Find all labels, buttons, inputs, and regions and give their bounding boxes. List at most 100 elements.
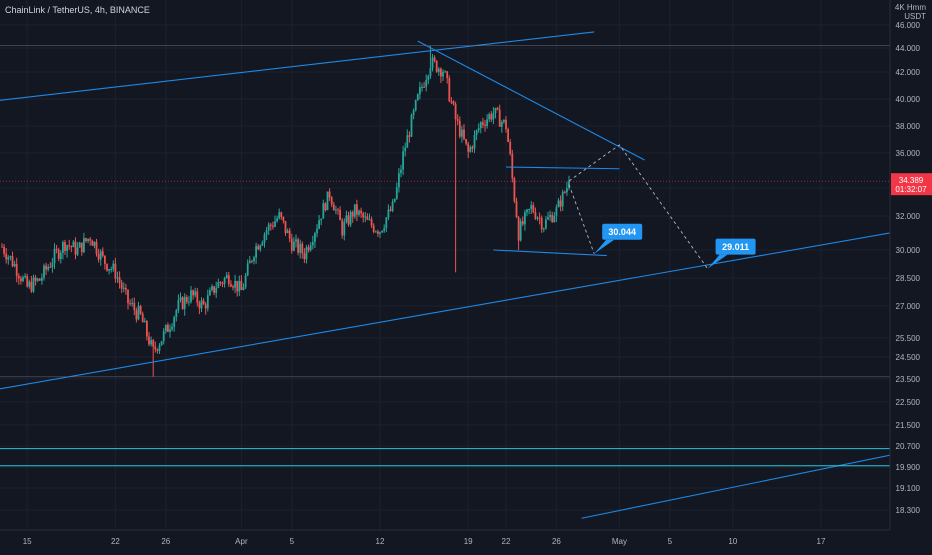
candle-body xyxy=(173,317,176,327)
candle-body xyxy=(387,209,390,218)
candle-body xyxy=(299,243,302,253)
candle-body xyxy=(484,124,486,126)
candle-body xyxy=(347,215,350,225)
candle-body xyxy=(452,101,455,105)
candle-body xyxy=(53,248,56,264)
candle-body xyxy=(284,220,287,234)
candle-body xyxy=(223,278,226,284)
candle-body xyxy=(316,228,318,234)
candle-body xyxy=(393,198,396,202)
callout-label: 29.011 xyxy=(722,242,749,252)
candle-body xyxy=(521,221,524,225)
price-tick-label: 38.000 xyxy=(896,122,921,131)
candle-body xyxy=(156,349,159,351)
candle-body xyxy=(286,230,289,234)
candle-body xyxy=(290,238,293,251)
candle-body xyxy=(345,215,348,223)
candle-body xyxy=(406,135,409,148)
trend-line xyxy=(0,229,910,390)
candle-body xyxy=(175,310,178,318)
candle-body xyxy=(171,326,173,330)
price-tick-label: 32.000 xyxy=(896,212,921,221)
candle-body xyxy=(446,71,449,79)
time-tick-label: 12 xyxy=(376,537,385,546)
candle-body xyxy=(517,217,520,241)
candle-body xyxy=(318,220,320,229)
candle-body xyxy=(26,275,29,287)
candle-body xyxy=(106,263,108,271)
candle-body xyxy=(5,253,8,260)
candle-body xyxy=(547,217,549,220)
symbol-title[interactable]: ChainLink / TetherUS, 4h, BINANCE xyxy=(5,5,150,15)
candle-body xyxy=(36,278,39,281)
candle-body xyxy=(356,204,358,215)
candle-body xyxy=(215,287,218,293)
price-tick-label: 42.000 xyxy=(896,68,921,77)
candle-body xyxy=(192,290,194,296)
candle-body xyxy=(482,122,484,125)
candle-body xyxy=(131,302,134,304)
candle-body xyxy=(467,143,470,152)
candle-body xyxy=(17,275,20,279)
candle-body xyxy=(454,104,457,120)
candle-body xyxy=(477,128,480,131)
time-tick-label: 26 xyxy=(161,537,170,546)
candle-body xyxy=(385,217,388,229)
candle-body xyxy=(412,110,415,116)
candle-body xyxy=(152,340,155,347)
candle-body xyxy=(190,290,192,302)
candle-body xyxy=(448,78,451,102)
time-tick-label: 22 xyxy=(502,537,511,546)
time-axis[interactable]: 15 22 26 Apr 5 12 19 22 26 May 5 10 17 xyxy=(0,529,932,550)
candle-body xyxy=(80,242,83,253)
candle-body xyxy=(251,260,253,262)
price-tick-label: 44.000 xyxy=(896,44,921,53)
callout-box xyxy=(602,223,643,240)
candle-body xyxy=(427,76,430,81)
candle-body xyxy=(557,200,560,208)
candle-body xyxy=(524,212,526,225)
price-tick-label: 18.300 xyxy=(896,506,921,515)
candle-body xyxy=(206,295,209,309)
candle-body xyxy=(22,277,24,282)
time-tick-label: Apr xyxy=(235,537,248,546)
candle-body xyxy=(7,257,10,260)
candle-body xyxy=(200,300,203,309)
candle-body xyxy=(295,239,297,242)
candle-body xyxy=(311,241,314,246)
candle-body xyxy=(500,121,503,127)
candle-body xyxy=(99,251,102,260)
candle-body xyxy=(133,302,136,311)
candle-body xyxy=(421,86,423,88)
price-tick-label: 46.000 xyxy=(896,21,921,30)
price-axis[interactable]: 46.00044.00042.00040.00038.00036.00034.0… xyxy=(889,0,932,550)
price-tick-label: 20.700 xyxy=(896,442,921,451)
candle-body xyxy=(259,245,262,250)
candle-body xyxy=(391,201,394,211)
candle-body xyxy=(416,94,419,101)
candle-body xyxy=(450,101,453,103)
candle-body xyxy=(301,243,304,254)
candle-body xyxy=(566,188,568,193)
time-tick-label: 22 xyxy=(111,537,120,546)
candle-body xyxy=(278,212,281,219)
candle-body xyxy=(32,277,35,292)
grid-lines xyxy=(0,0,910,530)
candle-body xyxy=(288,230,291,239)
candle-body xyxy=(93,241,96,246)
candle-body xyxy=(395,187,398,199)
candle-body xyxy=(183,296,186,309)
candle-body xyxy=(30,281,33,292)
candle-body xyxy=(475,130,478,136)
candle-body xyxy=(433,57,436,61)
candle-body xyxy=(238,280,241,292)
candle-body xyxy=(429,68,432,77)
candle-body xyxy=(148,336,150,345)
price-badge-countdown: 01:32:07 xyxy=(895,185,927,194)
candle-body xyxy=(141,313,144,323)
candle-body xyxy=(261,242,264,246)
trend-drawings[interactable]: 29.011 30.044 xyxy=(0,31,922,519)
candle-body xyxy=(59,252,62,259)
